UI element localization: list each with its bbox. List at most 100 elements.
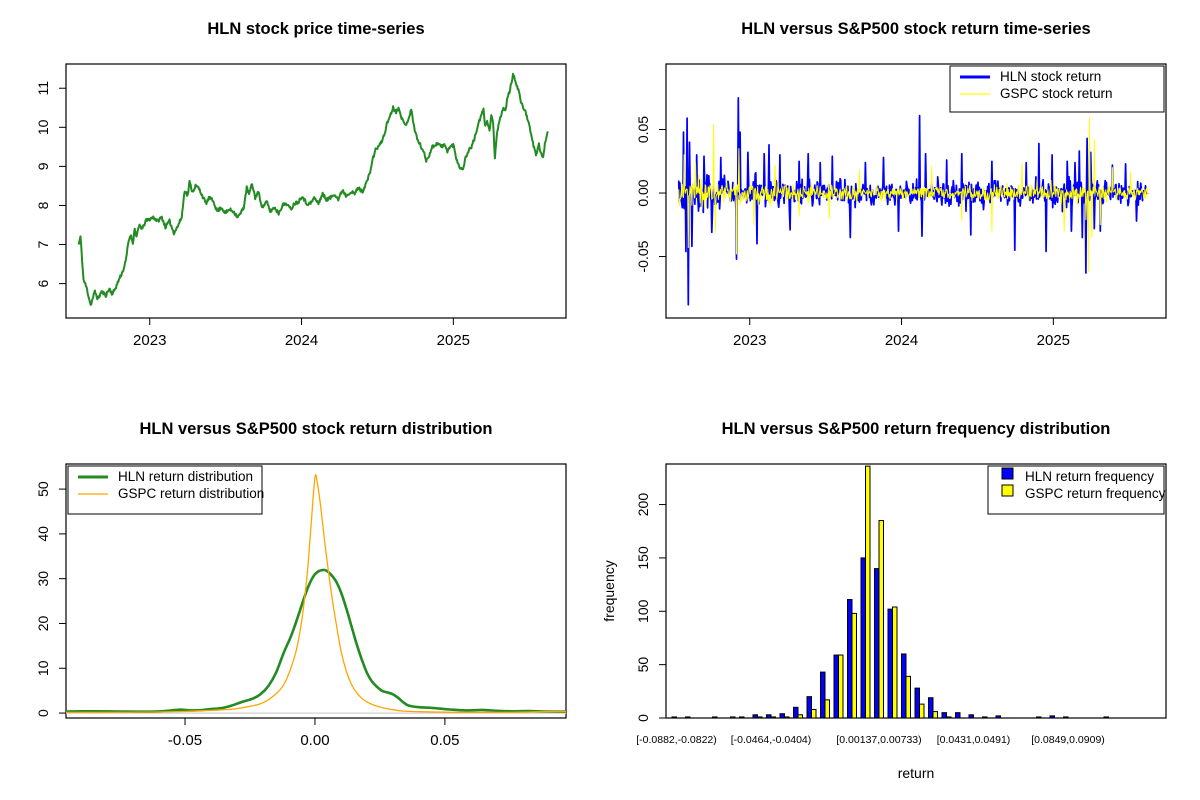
legend-box [987,465,1165,515]
y-tick-label: 8 [35,201,51,209]
x-tick-label: 2025 [437,332,470,349]
bar-gspc-return-frequency [824,699,830,718]
series-group [677,96,1149,306]
y-tick-label: -0.05 [635,240,651,272]
bar-hln-return-frequency [995,715,1001,718]
y-tick-label: 50 [35,481,51,497]
bar-gspc-return-frequency [878,520,884,718]
bar-hln-return-frequency [941,712,947,718]
chart-title: HLN versus S&P500 stock return distribut… [139,420,492,438]
bar-hln-return-frequency [1036,716,1042,718]
y-tick-label: 0 [35,709,51,717]
bar-hln-return-frequency [874,568,880,718]
bar-gspc-return-frequency [838,654,844,718]
y-axis-title: frequency [601,560,617,621]
bar-hln-return-frequency [752,714,758,718]
bar-hln-return-frequency [847,599,853,718]
bar-hln-return-frequency [955,712,961,718]
bar-gspc-return-frequency [770,716,776,718]
bar-gspc-return-frequency [905,675,911,718]
price-time-series-panel: HLN stock price time-series 2023 2024 2025 6… [35,20,567,349]
plot-box [65,63,567,319]
legend-label: GSPC return distribution [118,486,264,501]
bar-hln-return-frequency [685,716,691,718]
return-frequency-panel: HLN versus S&P500 return frequency distr… [601,420,1167,781]
bar-gspc-return-frequency [757,716,763,718]
bars [671,465,1140,718]
bar-gspc-return-frequency [932,711,938,718]
bar-gspc-return-frequency [946,716,952,718]
bar-hln-return-frequency [712,716,718,718]
series-line-gspc-return-density [66,474,566,714]
plot-box [665,63,1167,319]
y-tick-label: 6 [35,280,51,288]
chart-title: HLN versus S&P500 stock return time-seri… [741,20,1090,38]
x-tick-label: -0.05 [168,732,202,749]
series-group [77,72,549,306]
legend: HLN return distribution GSPC return distr… [67,465,264,515]
bar-hln-return-frequency [901,653,907,718]
bar-hln-return-frequency [793,706,799,718]
bar-gspc-return-frequency [730,716,736,718]
return-distribution-panel: HLN versus S&P500 stock return distribut… [35,420,567,749]
legend-label: HLN stock return [1000,69,1101,84]
y-tick-label: 0.00 [635,179,651,206]
series-line-hln-return-density [66,568,566,714]
legend: HLN return frequency GSPC return frequenc… [987,465,1166,515]
bar-hln-return-frequency [833,654,839,718]
y-tick-label: 7 [35,240,51,248]
x-tick-label: 0.00 [300,732,329,749]
legend-label: GSPC return frequency [1025,486,1166,501]
y-tick-label: 50 [635,657,651,673]
x-axis-title: return [898,765,935,781]
x-tick-label: 2024 [885,332,918,349]
bar-hln-return-frequency [928,697,934,718]
bin-label: [-0.0464,-0.0404) [731,734,812,746]
chart-title: HLN stock price time-series [207,20,424,38]
legend-swatch-gspc-return-frequency [1001,484,1014,497]
x-tick-label: 2023 [733,332,766,349]
y-tick-label: 10 [35,660,51,676]
bin-label: [0.0849,0.0909) [1031,734,1105,746]
x-tick-label: 2025 [1037,332,1070,349]
bar-hln-return-frequency [887,608,893,718]
bar-hln-return-frequency [779,713,785,718]
y-tick-label: 0 [635,714,651,722]
bin-label: [0.00137,0.00733) [836,734,921,746]
y-tick-label: 40 [35,526,51,542]
series-line-gspc-stock-return [678,117,1149,273]
bar-gspc-return-frequency [851,612,857,718]
series-group [66,474,566,714]
chart-title: HLN versus S&P500 return frequency distr… [722,420,1111,438]
y-tick-label: 20 [35,615,51,631]
y-tick-label: 10 [35,119,51,135]
bar-hln-return-frequency [820,671,826,718]
series-line-hln-stock-price [77,72,549,306]
y-tick-label: 30 [35,571,51,587]
plot-box [65,463,567,719]
bar-hln-return-frequency [1049,715,1055,718]
bar-hln-return-frequency [671,716,677,718]
bar-gspc-return-frequency [865,465,871,718]
y-tick-label: 150 [635,546,651,570]
bar-gspc-return-frequency [892,606,898,718]
bar-hln-return-frequency [968,714,974,718]
y-tick-label: 100 [635,599,651,623]
bar-hln-return-frequency [1103,716,1109,718]
bar-hln-return-frequency [1063,716,1069,718]
x-tick-label: 2023 [133,332,166,349]
y-tick-label: 200 [635,493,651,517]
bar-hln-return-frequency [766,714,772,718]
bar-gspc-return-frequency [797,714,803,718]
bar-gspc-return-frequency [919,703,925,718]
x-tick-label: 2024 [285,332,318,349]
return-time-series-panel: HLN versus S&P500 stock return time-seri… [635,20,1167,349]
x-tick-label: 0.05 [430,732,459,749]
bar-hln-return-frequency [982,716,988,718]
legend-label: GSPC stock return [1000,86,1113,101]
legend: HLN stock return GSPC stock return [949,65,1165,113]
y-tick-label: 11 [35,81,51,96]
y-tick-label: 0.05 [635,116,651,143]
legend-label: HLN return frequency [1025,469,1154,484]
